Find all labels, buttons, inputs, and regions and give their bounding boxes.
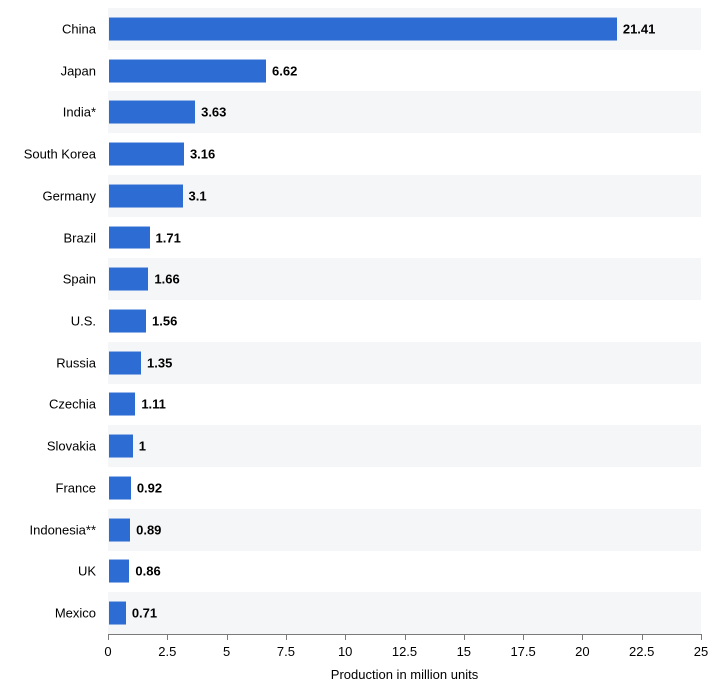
category-label: U.S. (0, 313, 96, 328)
row-stripe (108, 258, 701, 300)
category-label: Brazil (0, 230, 96, 245)
chart-row: Brazil 1.71 (0, 217, 721, 259)
bar-value-label: 1.56 (152, 313, 177, 328)
chart-row: Czechia 1.11 (0, 384, 721, 426)
bar-chart: China 21.41 Japan 6.62 India* 3.63 South Korea… (0, 0, 721, 690)
category-label: Spain (0, 272, 96, 287)
bar-value-label: 0.92 (137, 480, 162, 495)
x-tick-label: 2.5 (158, 644, 176, 659)
chart-row: Russia 1.35 (0, 342, 721, 384)
x-tick-label: 12.5 (392, 644, 417, 659)
chart-row: Slovakia 1 (0, 425, 721, 467)
x-tick-label: 22.5 (629, 644, 654, 659)
x-tick (345, 634, 346, 640)
category-label: Mexico (0, 606, 96, 621)
bar[interactable] (109, 560, 129, 583)
bar[interactable] (109, 143, 184, 166)
category-label: Japan (0, 63, 96, 78)
bar-value-label: 3.63 (201, 105, 226, 120)
bar[interactable] (109, 184, 183, 207)
bar-value-label: 3.1 (189, 188, 207, 203)
category-label: India* (0, 105, 96, 120)
x-tick-label: 15 (457, 644, 471, 659)
plot-area: China 21.41 Japan 6.62 India* 3.63 South Korea… (0, 8, 721, 690)
row-stripe (108, 300, 701, 342)
x-tick-label: 0 (104, 644, 111, 659)
row-stripe (108, 551, 701, 593)
x-tick-label: 17.5 (510, 644, 535, 659)
chart-row: Indonesia** 0.89 (0, 509, 721, 551)
bar[interactable] (109, 435, 133, 458)
bar[interactable] (109, 476, 131, 499)
x-tick (405, 634, 406, 640)
x-tick (167, 634, 168, 640)
bar-value-label: 1.35 (147, 355, 172, 370)
bar-value-label: 1 (139, 439, 146, 454)
x-tick (464, 634, 465, 640)
x-tick (286, 634, 287, 640)
x-tick (642, 634, 643, 640)
row-stripe (108, 342, 701, 384)
category-label: Indonesia** (0, 522, 96, 537)
bar-value-label: 0.89 (136, 522, 161, 537)
category-label: Slovakia (0, 439, 96, 454)
chart-row: India* 3.63 (0, 91, 721, 133)
bar-value-label: 0.86 (135, 564, 160, 579)
bar-value-label: 0.71 (132, 606, 157, 621)
bar-value-label: 6.62 (272, 63, 297, 78)
bar-value-label: 1.66 (154, 272, 179, 287)
bar-value-label: 21.41 (623, 21, 656, 36)
x-tick-label: 10 (338, 644, 352, 659)
bar[interactable] (109, 393, 135, 416)
category-label: China (0, 21, 96, 36)
row-stripe (108, 467, 701, 509)
bar[interactable] (109, 226, 150, 249)
chart-row: Japan 6.62 (0, 50, 721, 92)
chart-row: Spain 1.66 (0, 258, 721, 300)
bar[interactable] (109, 602, 126, 625)
row-stripe (108, 217, 701, 259)
category-label: South Korea (0, 147, 96, 162)
bar[interactable] (109, 268, 148, 291)
bar[interactable] (109, 101, 195, 124)
chart-row: Germany 3.1 (0, 175, 721, 217)
bar[interactable] (109, 351, 141, 374)
chart-row: South Korea 3.16 (0, 133, 721, 175)
row-stripe (108, 425, 701, 467)
x-tick-label: 20 (575, 644, 589, 659)
row-stripe (108, 384, 701, 426)
row-stripe (108, 91, 701, 133)
bar-value-label: 3.16 (190, 147, 215, 162)
bar-value-label: 1.11 (141, 397, 166, 412)
chart-row: Mexico 0.71 (0, 592, 721, 634)
bar[interactable] (109, 59, 266, 82)
x-tick (701, 634, 702, 640)
chart-row: UK 0.86 (0, 551, 721, 593)
x-tick (523, 634, 524, 640)
x-tick-label: 7.5 (277, 644, 295, 659)
bar[interactable] (109, 518, 130, 541)
x-tick (108, 634, 109, 640)
category-label: UK (0, 564, 96, 579)
category-label: France (0, 480, 96, 495)
x-tick (227, 634, 228, 640)
category-label: Czechia (0, 397, 96, 412)
chart-row: U.S. 1.56 (0, 300, 721, 342)
bar[interactable] (109, 17, 617, 40)
row-stripe (108, 509, 701, 551)
bar-value-label: 1.71 (156, 230, 181, 245)
category-label: Germany (0, 188, 96, 203)
chart-row: China 21.41 (0, 8, 721, 50)
bar[interactable] (109, 310, 146, 333)
x-axis-title: Production in million units (331, 667, 478, 682)
chart-row: France 0.92 (0, 467, 721, 509)
x-tick (582, 634, 583, 640)
x-tick-label: 5 (223, 644, 230, 659)
category-label: Russia (0, 355, 96, 370)
x-tick-label: 25 (694, 644, 708, 659)
row-stripe (108, 592, 701, 634)
